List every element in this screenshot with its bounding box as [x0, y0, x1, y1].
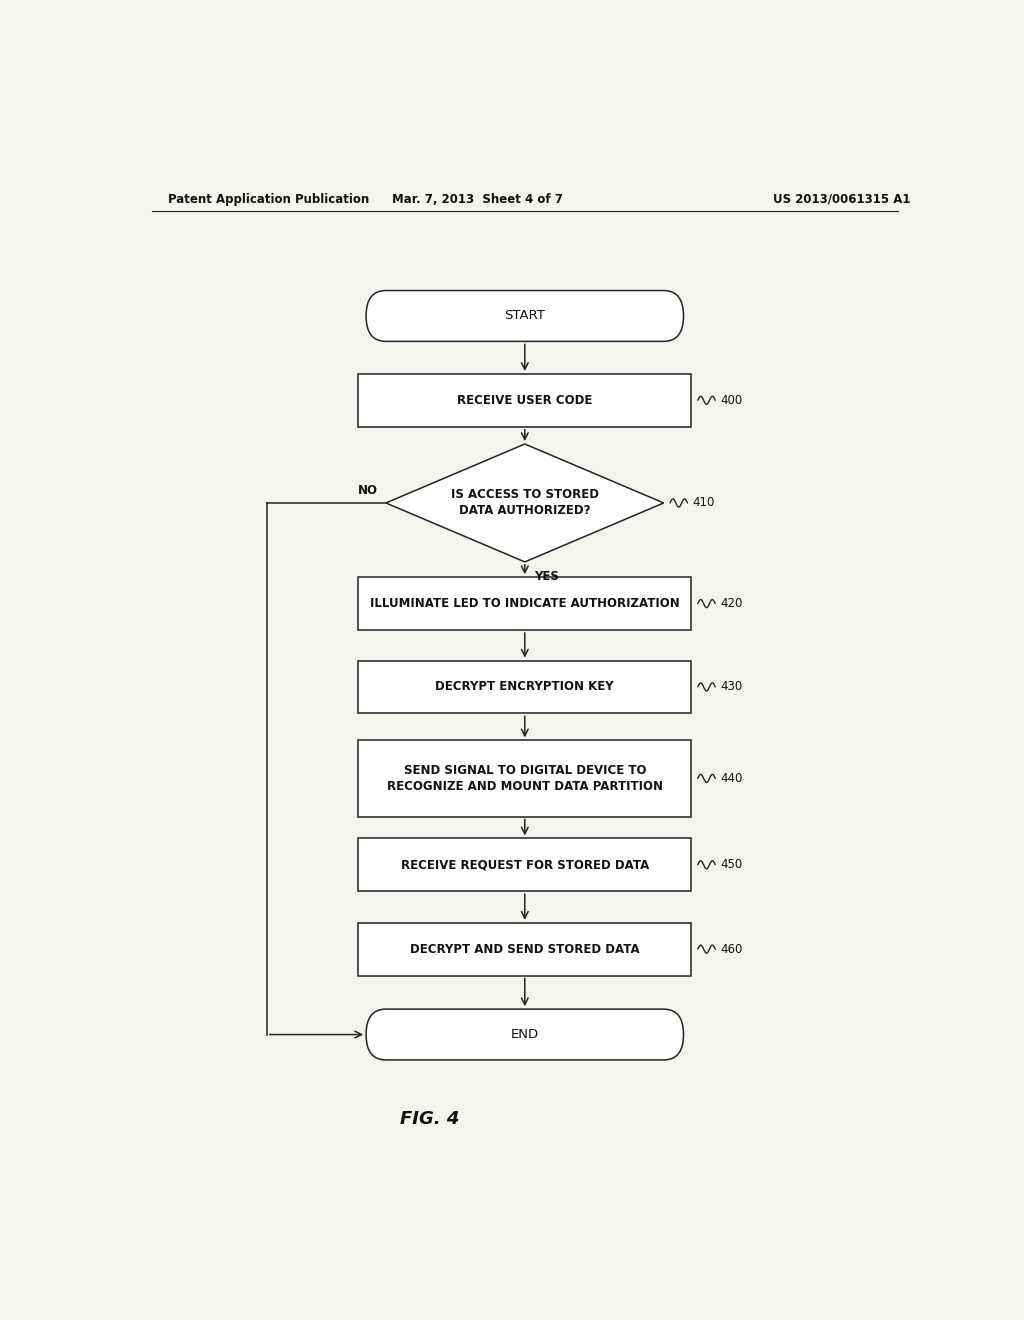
Bar	[358, 838, 691, 891]
Text: 440: 440	[720, 772, 742, 785]
Text: RECEIVE USER CODE: RECEIVE USER CODE	[457, 393, 593, 407]
Text: IS ACCESS TO STORED
DATA AUTHORIZED?: IS ACCESS TO STORED DATA AUTHORIZED?	[451, 488, 599, 517]
FancyBboxPatch shape	[367, 290, 684, 342]
Polygon shape	[386, 444, 664, 562]
Text: SEND SIGNAL TO DIGITAL DEVICE TO
RECOGNIZE AND MOUNT DATA PARTITION: SEND SIGNAL TO DIGITAL DEVICE TO RECOGNI…	[387, 764, 663, 793]
Text: FIG. 4: FIG. 4	[400, 1110, 459, 1127]
Text: YES: YES	[535, 570, 559, 583]
FancyBboxPatch shape	[367, 1008, 684, 1060]
Text: DECRYPT AND SEND STORED DATA: DECRYPT AND SEND STORED DATA	[410, 942, 640, 956]
Bar	[358, 741, 691, 817]
Text: 430: 430	[720, 680, 742, 693]
Text: 450: 450	[720, 858, 742, 871]
Text: 460: 460	[720, 942, 742, 956]
Text: Patent Application Publication: Patent Application Publication	[168, 193, 369, 206]
Text: END: END	[511, 1028, 539, 1041]
Text: DECRYPT ENCRYPTION KEY: DECRYPT ENCRYPTION KEY	[435, 680, 614, 693]
Text: RECEIVE REQUEST FOR STORED DATA: RECEIVE REQUEST FOR STORED DATA	[400, 858, 649, 871]
Text: 420: 420	[720, 597, 742, 610]
Bar	[358, 923, 691, 975]
Text: NO: NO	[358, 484, 378, 498]
Text: START: START	[505, 309, 545, 322]
Text: ILLUMINATE LED TO INDICATE AUTHORIZATION: ILLUMINATE LED TO INDICATE AUTHORIZATION	[370, 597, 680, 610]
Bar	[358, 660, 691, 713]
Bar	[358, 577, 691, 630]
Text: 410: 410	[692, 496, 715, 510]
Text: US 2013/0061315 A1: US 2013/0061315 A1	[773, 193, 911, 206]
Text: 400: 400	[720, 393, 742, 407]
Bar	[358, 374, 691, 426]
Text: Mar. 7, 2013  Sheet 4 of 7: Mar. 7, 2013 Sheet 4 of 7	[392, 193, 562, 206]
